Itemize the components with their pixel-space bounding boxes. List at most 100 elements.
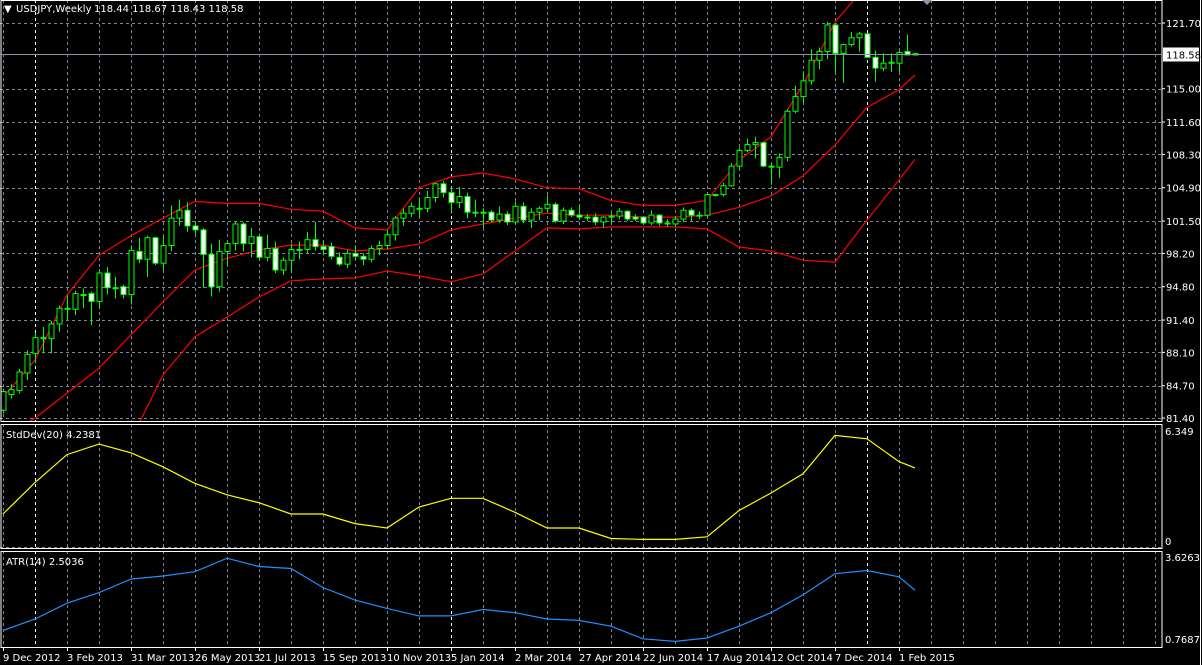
- bull-candle-body: [416, 207, 423, 210]
- candle: [488, 210, 495, 223]
- bull-candle-body: [784, 110, 791, 158]
- candle: [856, 31, 863, 52]
- ohlc-readout: 118.44 118.67 118.43 118.58: [94, 4, 244, 15]
- candle: [456, 186, 463, 209]
- candle: [96, 269, 103, 309]
- bull-candle-body: [528, 211, 535, 221]
- bear-candle-body: [40, 337, 47, 340]
- price-tick-label: 88.10: [1166, 348, 1195, 359]
- candle: [864, 32, 871, 58]
- bull-candle-body: [96, 272, 103, 302]
- candle: [72, 290, 79, 316]
- time-tick-label: 1 Feb 2015: [899, 653, 955, 664]
- time-tick-label: 12 Oct 2014: [771, 653, 833, 664]
- bull-candle-body: [472, 211, 479, 214]
- bear-candle-body: [832, 24, 839, 54]
- chart-shift-marker-icon[interactable]: [922, 0, 932, 5]
- candle: [712, 193, 719, 197]
- price-tick-label: 101.50: [1166, 217, 1201, 228]
- bull-candle-body: [880, 62, 887, 69]
- time-tick-label: 27 Apr 2014: [579, 653, 641, 664]
- candle: [64, 295, 71, 321]
- candle: [504, 211, 511, 225]
- candle: [192, 221, 199, 234]
- time-tick-label: 31 Mar 2013: [131, 653, 194, 664]
- bull-candle-body: [304, 239, 311, 250]
- bull-candle-body: [728, 165, 735, 187]
- bull-candle-body: [664, 222, 671, 225]
- atr-line: [2, 557, 916, 643]
- price-tick-label: 121.70: [1166, 19, 1201, 30]
- candle: [280, 257, 287, 275]
- bull-candle-body: [280, 259, 287, 271]
- price-tick-label: 81.40: [1166, 414, 1195, 425]
- bull-candle-body: [112, 287, 119, 290]
- bull-candle-body: [888, 61, 895, 64]
- candle: [832, 24, 839, 73]
- candle: [120, 284, 127, 299]
- atr-indicator: [2, 557, 916, 643]
- candle: [176, 199, 183, 226]
- stddev-pane-border[interactable]: [0, 424, 1163, 549]
- time-tick-label: 10 Nov 2013: [387, 653, 451, 664]
- bull-candle-body: [480, 211, 487, 214]
- price-tick-label: 104.90: [1166, 184, 1201, 195]
- candle: [624, 210, 631, 222]
- candle: [840, 43, 847, 83]
- candle: [48, 321, 55, 354]
- stddev-title: StdDev(20) 4.2381: [6, 430, 101, 441]
- bull-candle-body: [792, 96, 799, 112]
- bear-candle-body: [592, 216, 599, 223]
- stddev-axis-max: 6.349: [1165, 427, 1194, 438]
- bull-candle-body: [752, 142, 759, 146]
- candle: [680, 207, 687, 223]
- time-tick-label: 2 Mar 2014: [515, 653, 572, 664]
- candle: [400, 208, 407, 226]
- candle: [536, 206, 543, 221]
- bear-candle-body: [240, 223, 247, 245]
- candle: [664, 219, 671, 227]
- bull-candle-body: [344, 252, 351, 265]
- atr-pane-border[interactable]: [0, 551, 1163, 648]
- candle: [248, 227, 255, 258]
- bull-candle-body: [600, 216, 607, 223]
- bull-candle-body: [608, 215, 615, 218]
- bull-candle-body: [720, 185, 727, 196]
- bull-candle-body: [712, 194, 719, 197]
- candle: [744, 138, 751, 153]
- candle: [224, 241, 231, 266]
- candle: [160, 236, 167, 271]
- candle: [656, 214, 663, 226]
- menu-triangle-icon[interactable]: ▼: [4, 4, 12, 15]
- candle: [760, 141, 767, 168]
- candle: [688, 208, 695, 222]
- price-axis[interactable]: 121.70 115.00 111.60 108.30 104.90 101.50 98.2…: [1162, 19, 1201, 425]
- current-price-label: 118.58: [1166, 51, 1201, 62]
- bull-candle-body: [496, 213, 503, 221]
- bear-candle-body: [504, 213, 511, 223]
- bull-candle-body: [224, 243, 231, 252]
- bear-candle-body: [200, 229, 207, 255]
- time-axis[interactable]: 9 Dec 2012 3 Feb 2013 31 Mar 2013 26 May 20…: [3, 647, 955, 664]
- time-tick-label: 7 Dec 2014: [835, 653, 893, 664]
- bull-candle-body: [248, 236, 255, 245]
- bear-candle-body: [864, 33, 871, 58]
- grid-lines: [0, 0, 1162, 647]
- price-tick-label: 108.30: [1166, 150, 1201, 161]
- candlestick-series[interactable]: [0, 22, 919, 414]
- candle: [312, 222, 319, 251]
- candle: [616, 208, 623, 220]
- bull-candle-body: [64, 307, 71, 310]
- bollinger-bands: [2, 0, 916, 421]
- candle: [240, 222, 247, 252]
- candle: [272, 241, 279, 273]
- bull-candle-body: [264, 247, 271, 258]
- bull-candle-body: [544, 203, 551, 209]
- bull-candle-body: [384, 234, 391, 247]
- candle: [384, 229, 391, 250]
- bear-candle-body: [328, 246, 335, 257]
- bear-candle-body: [552, 203, 559, 222]
- candle: [320, 240, 327, 256]
- candle: [600, 216, 607, 228]
